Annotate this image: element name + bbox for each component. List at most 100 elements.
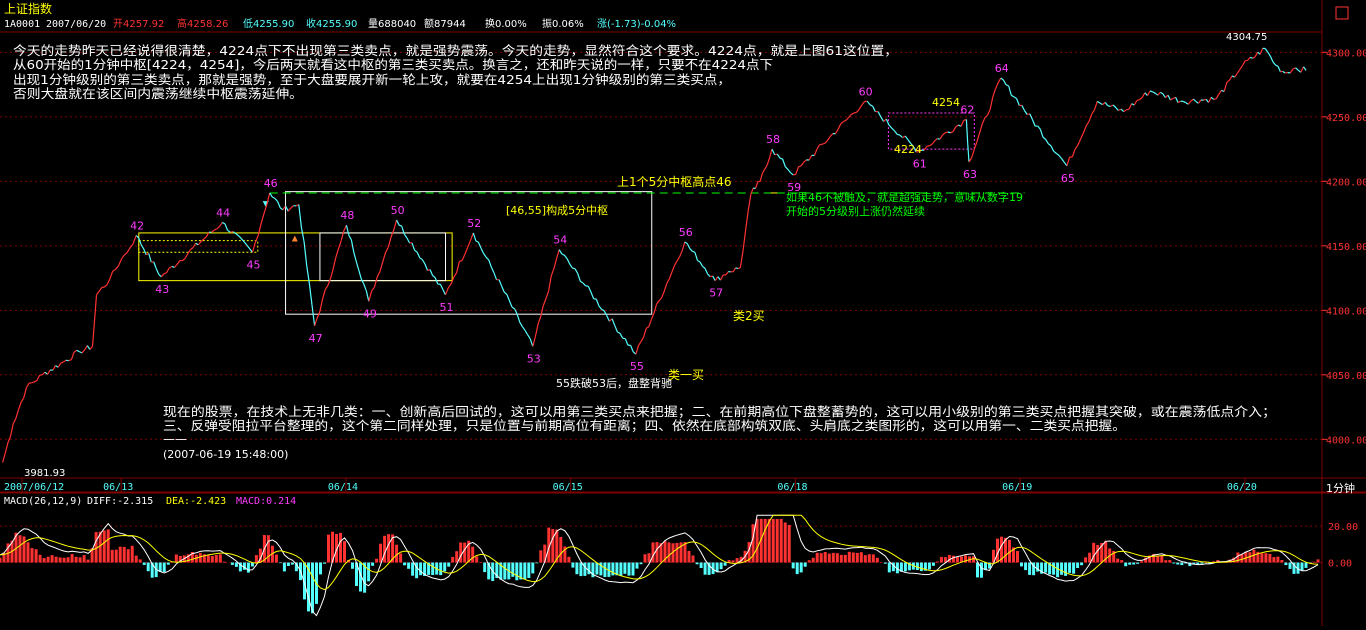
price-segment — [478, 242, 481, 248]
price-segment — [672, 266, 675, 273]
price-segment — [903, 136, 906, 138]
price-segment — [422, 260, 425, 264]
price-segment — [272, 197, 275, 199]
price-segment — [559, 250, 562, 254]
price-segment — [494, 273, 497, 280]
price-segment — [748, 194, 751, 210]
price-segment — [620, 333, 623, 338]
price-segment — [1273, 62, 1276, 65]
price-segment — [1009, 86, 1012, 95]
price-segment — [443, 290, 446, 295]
price-segment — [99, 288, 102, 292]
wave-label: 53 — [527, 352, 541, 365]
price-segment — [565, 255, 568, 258]
wave-label: 55 — [630, 360, 644, 373]
price-segment — [270, 193, 273, 197]
wave-label: 54 — [553, 234, 567, 247]
price-segment — [253, 242, 256, 252]
price-segment — [404, 234, 407, 238]
note55-label: 55跌破53后，盘整背驰 — [556, 376, 672, 390]
price-segment — [484, 254, 487, 258]
price-segment — [692, 251, 695, 252]
price-segment — [225, 224, 228, 231]
header-turnover: 换0.00% — [485, 17, 527, 30]
price-segment — [1248, 57, 1251, 60]
price-segment — [1255, 52, 1258, 57]
price-segment — [1126, 109, 1129, 110]
price-segment — [11, 424, 14, 436]
price-segment — [228, 230, 231, 232]
price-segment — [26, 383, 29, 388]
price-segment — [504, 292, 507, 294]
price-segment — [591, 292, 594, 299]
price-segment — [1113, 105, 1116, 108]
price-segment — [625, 339, 628, 345]
price-segment — [291, 206, 294, 208]
price-segment — [588, 286, 591, 292]
price-segment — [894, 131, 897, 135]
wave-label: 50 — [391, 204, 405, 217]
price-segment — [1178, 101, 1181, 102]
price-segment — [623, 338, 626, 339]
range-label: [46,55]构成5分中枢 — [506, 203, 608, 217]
price-segment — [982, 118, 985, 124]
price-segment — [77, 350, 80, 351]
settings-icon[interactable] — [1336, 7, 1348, 19]
price-segment — [366, 291, 369, 302]
price-segment — [1158, 92, 1161, 95]
header-open: 开4257.92 — [113, 19, 164, 30]
macd-diff: DIFF:-2.315 — [87, 496, 153, 507]
price-segment — [980, 124, 983, 133]
price-segment — [110, 271, 113, 279]
price-segment — [1003, 80, 1006, 85]
price-segment — [791, 173, 794, 175]
wave-label: 64 — [995, 62, 1009, 75]
price-segment — [615, 325, 618, 332]
price-segment — [825, 141, 828, 144]
price-segment — [945, 132, 948, 133]
period-label[interactable]: 1分钟 — [1326, 481, 1355, 495]
price-segment — [664, 283, 667, 291]
price-segment — [1046, 139, 1049, 143]
price-segment — [1134, 101, 1137, 105]
price-segment — [765, 165, 767, 169]
price-segment — [459, 260, 462, 261]
price-segment — [554, 258, 557, 268]
price-segment — [854, 112, 857, 113]
price-segment — [533, 337, 536, 347]
header-close: 收4255.90 — [306, 17, 357, 30]
price-segment — [1011, 95, 1014, 97]
price-segment — [399, 225, 402, 226]
price-segment — [927, 146, 930, 147]
price-segment — [1014, 97, 1017, 99]
price-segment — [1001, 78, 1004, 80]
price-segment — [315, 318, 318, 326]
x-tick-label: 06/14 — [328, 482, 358, 493]
price-segment — [1230, 76, 1233, 80]
price-segment — [841, 122, 844, 124]
price-segment — [79, 352, 82, 353]
price-segment — [828, 136, 831, 140]
price-segment — [817, 145, 820, 149]
price-segment — [756, 182, 758, 189]
price-segment — [185, 254, 188, 259]
price-segment — [1089, 114, 1092, 121]
price-segment — [830, 134, 833, 137]
price-segment — [32, 382, 35, 383]
price-segment — [1078, 139, 1081, 145]
price-segment — [1132, 104, 1135, 105]
price-segment — [1290, 69, 1293, 73]
price-segment — [107, 279, 110, 284]
price-segment — [646, 327, 649, 329]
price-segment — [325, 285, 328, 289]
price-segment — [1193, 99, 1196, 101]
price-segment — [596, 299, 599, 306]
up-arrow-icon — [292, 236, 298, 242]
price-segment — [900, 135, 903, 138]
price-segment — [356, 262, 358, 270]
price-segment — [119, 259, 122, 266]
price-segment — [814, 149, 817, 156]
price-segment — [677, 257, 680, 261]
price-segment — [220, 223, 223, 227]
price-segment — [740, 251, 743, 268]
